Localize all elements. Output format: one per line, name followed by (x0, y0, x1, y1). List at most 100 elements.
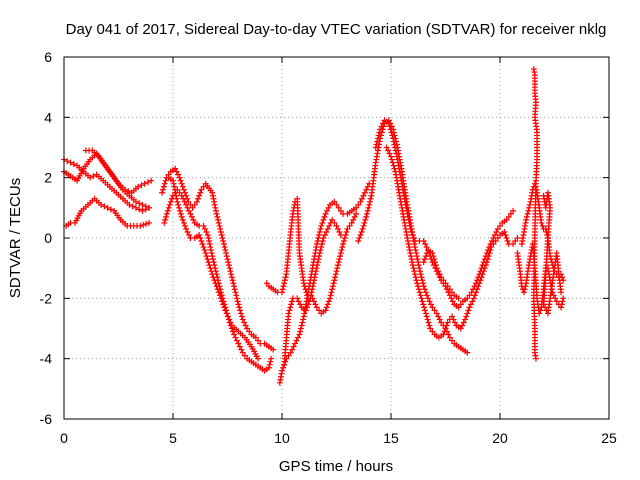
data-point (319, 219, 326, 226)
data-point (435, 313, 442, 320)
data-point (101, 203, 108, 210)
data-point (350, 216, 357, 223)
data-point (385, 147, 392, 154)
data-point (406, 247, 413, 254)
data-point (436, 271, 443, 278)
data-point (233, 337, 240, 344)
data-point (321, 213, 328, 220)
data-point (196, 231, 203, 238)
data-point (441, 328, 448, 335)
data-point (228, 271, 235, 278)
data-point (313, 241, 320, 248)
series-track-b (61, 150, 153, 211)
data-point (320, 216, 327, 223)
data-point (424, 316, 431, 323)
data-point (423, 250, 430, 257)
data-point (139, 201, 146, 208)
data-point (241, 352, 248, 359)
data-point (176, 207, 183, 214)
data-point (313, 265, 320, 272)
data-point (526, 201, 533, 208)
data-point (372, 144, 379, 151)
data-point (223, 310, 230, 317)
data-point (523, 216, 530, 223)
series-track-l (355, 117, 471, 356)
data-point (476, 280, 483, 287)
data-point (337, 253, 344, 260)
data-point (525, 207, 532, 214)
data-point (246, 328, 253, 335)
data-point (418, 274, 425, 281)
data-point (425, 319, 432, 326)
data-point (457, 301, 464, 308)
data-point (490, 241, 497, 248)
data-point (377, 126, 384, 133)
data-point (421, 286, 428, 293)
data-point (422, 241, 429, 248)
data-point (198, 186, 205, 193)
data-point (237, 307, 244, 314)
data-point (367, 195, 374, 202)
data-point (136, 200, 143, 207)
data-point (193, 198, 200, 205)
data-point (171, 186, 178, 193)
data-point (429, 328, 436, 335)
data-point (294, 334, 301, 341)
data-point (138, 182, 145, 189)
data-point (166, 201, 173, 208)
data-point (161, 219, 168, 226)
data-point (317, 225, 324, 232)
data-point (376, 129, 383, 136)
data-point (435, 268, 442, 275)
data-point (211, 198, 218, 205)
data-point (415, 262, 422, 269)
data-point (200, 222, 207, 229)
data-point (493, 228, 500, 235)
data-point (470, 295, 477, 302)
data-point (215, 289, 222, 296)
data-point (520, 289, 527, 296)
data-point (539, 222, 546, 229)
data-point (160, 183, 167, 190)
data-point (159, 189, 166, 196)
data-point (334, 225, 341, 232)
data-point (460, 319, 467, 326)
data-point (125, 188, 132, 195)
data-point (455, 304, 462, 311)
data-point (467, 301, 474, 308)
data-point (409, 262, 416, 269)
data-point (431, 256, 438, 263)
data-point (302, 286, 309, 293)
data-point (177, 177, 184, 184)
data-point (217, 295, 224, 302)
data-point (212, 204, 219, 211)
data-point (218, 231, 225, 238)
data-point (346, 222, 353, 229)
data-point (279, 286, 286, 293)
data-point (282, 274, 289, 281)
data-point (185, 231, 192, 238)
data-point (318, 241, 325, 248)
data-point (288, 301, 295, 308)
data-point (184, 228, 191, 235)
data-point (307, 292, 314, 299)
data-point (174, 198, 181, 205)
data-point (178, 213, 185, 220)
data-point (209, 253, 216, 260)
data-point (238, 346, 245, 353)
data-point (459, 322, 466, 329)
data-point (297, 301, 304, 308)
data-point (241, 319, 248, 326)
data-point (514, 235, 521, 241)
data-point (219, 235, 226, 241)
data-point (183, 201, 190, 208)
data-point (255, 355, 262, 362)
grid (64, 57, 609, 419)
data-point (318, 244, 325, 251)
data-point (353, 210, 360, 217)
data-point (290, 343, 297, 350)
data-point (209, 192, 216, 199)
data-point (214, 213, 221, 220)
data-point (392, 144, 399, 151)
data-point (419, 277, 426, 284)
